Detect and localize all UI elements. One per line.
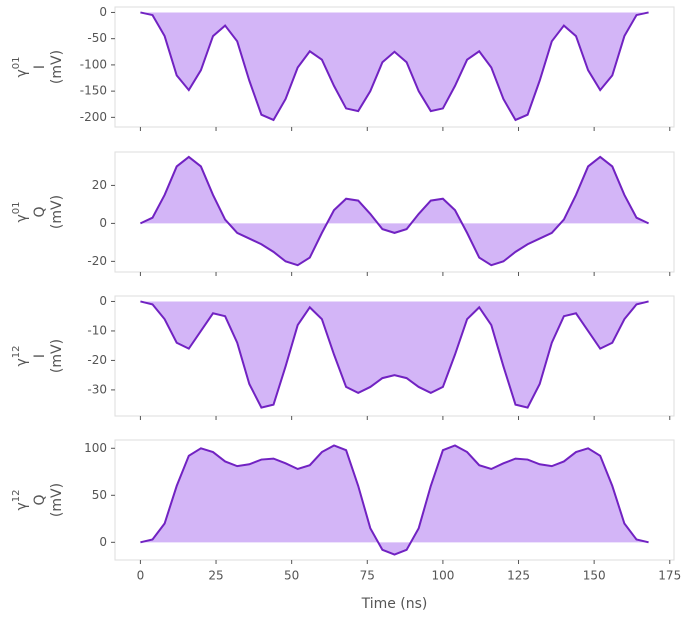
x-tick-label: 175 <box>658 569 681 583</box>
x-tick-label: 125 <box>507 569 530 583</box>
line <box>140 300 649 409</box>
y-tick-label: -150 <box>80 84 107 98</box>
x-tick-label: 25 <box>208 569 223 583</box>
y-label-superscript: 12 <box>11 489 22 502</box>
y-tick-label: -20 <box>87 353 107 367</box>
x-tick-label: 0 <box>137 569 145 583</box>
y-label-symbol: γ01 <box>11 201 30 222</box>
y-label-symbol: γ12 <box>11 345 30 366</box>
x-tick-label: 100 <box>431 569 454 583</box>
line <box>140 444 649 556</box>
y-label-symbol-text: γ <box>14 502 30 510</box>
y-tick-label: 20 <box>92 178 107 192</box>
y-label-symbol-text: γ <box>14 69 30 77</box>
y-label-unit: (mV) <box>49 195 65 229</box>
y-tick-label: -30 <box>87 382 107 396</box>
y-label-component: I <box>32 65 48 69</box>
y-tick-label: -20 <box>87 254 107 268</box>
y-label-symbol: γ12 <box>11 489 30 510</box>
y-tick-label: -100 <box>80 57 107 71</box>
y-tick-label: 0 <box>99 294 107 308</box>
y-label: γ12 I (mV) <box>11 339 65 373</box>
y-tick-label: 100 <box>84 441 107 455</box>
y-label-component: Q <box>32 494 48 505</box>
y-tick-label: 50 <box>92 488 107 502</box>
area <box>140 12 649 120</box>
plot-frame <box>114 295 675 417</box>
y-label-unit: (mV) <box>49 50 65 84</box>
x-tick-label: 150 <box>583 569 606 583</box>
y-label-superscript: 01 <box>11 56 22 69</box>
x-tick-label: 75 <box>360 569 375 583</box>
area <box>140 301 649 408</box>
x-label: Time (ns) <box>361 596 428 612</box>
y-tick-label: -50 <box>87 31 107 45</box>
y-label-component: I <box>32 354 48 358</box>
y-label-symbol: γ01 <box>11 56 30 77</box>
y-label: γ01 Q (mV) <box>11 195 65 229</box>
y-tick-label: 0 <box>99 5 107 19</box>
plot-frame <box>114 151 675 273</box>
plot-frame <box>114 439 675 561</box>
y-label-superscript: 01 <box>11 201 22 214</box>
y-tick-label: 0 <box>99 216 107 230</box>
line <box>140 11 649 122</box>
y-label-component: Q <box>32 206 48 217</box>
y-label-unit: (mV) <box>49 339 65 373</box>
plot-frame <box>114 6 675 128</box>
y-tick-label: -10 <box>87 323 107 337</box>
line <box>139 155 650 267</box>
y-label: γ01 I (mV) <box>11 50 65 84</box>
x-tick-label: 50 <box>284 569 299 583</box>
y-label-superscript: 12 <box>11 345 22 358</box>
y-tick-label: -200 <box>80 110 107 124</box>
area <box>140 445 649 555</box>
y-label-unit: (mV) <box>49 483 65 517</box>
y-label: γ12 Q (mV) <box>11 483 65 517</box>
y-label-symbol-text: γ <box>14 214 30 222</box>
area <box>140 156 649 266</box>
y-tick-label: 0 <box>99 535 107 549</box>
y-label-symbol-text: γ <box>14 358 30 366</box>
